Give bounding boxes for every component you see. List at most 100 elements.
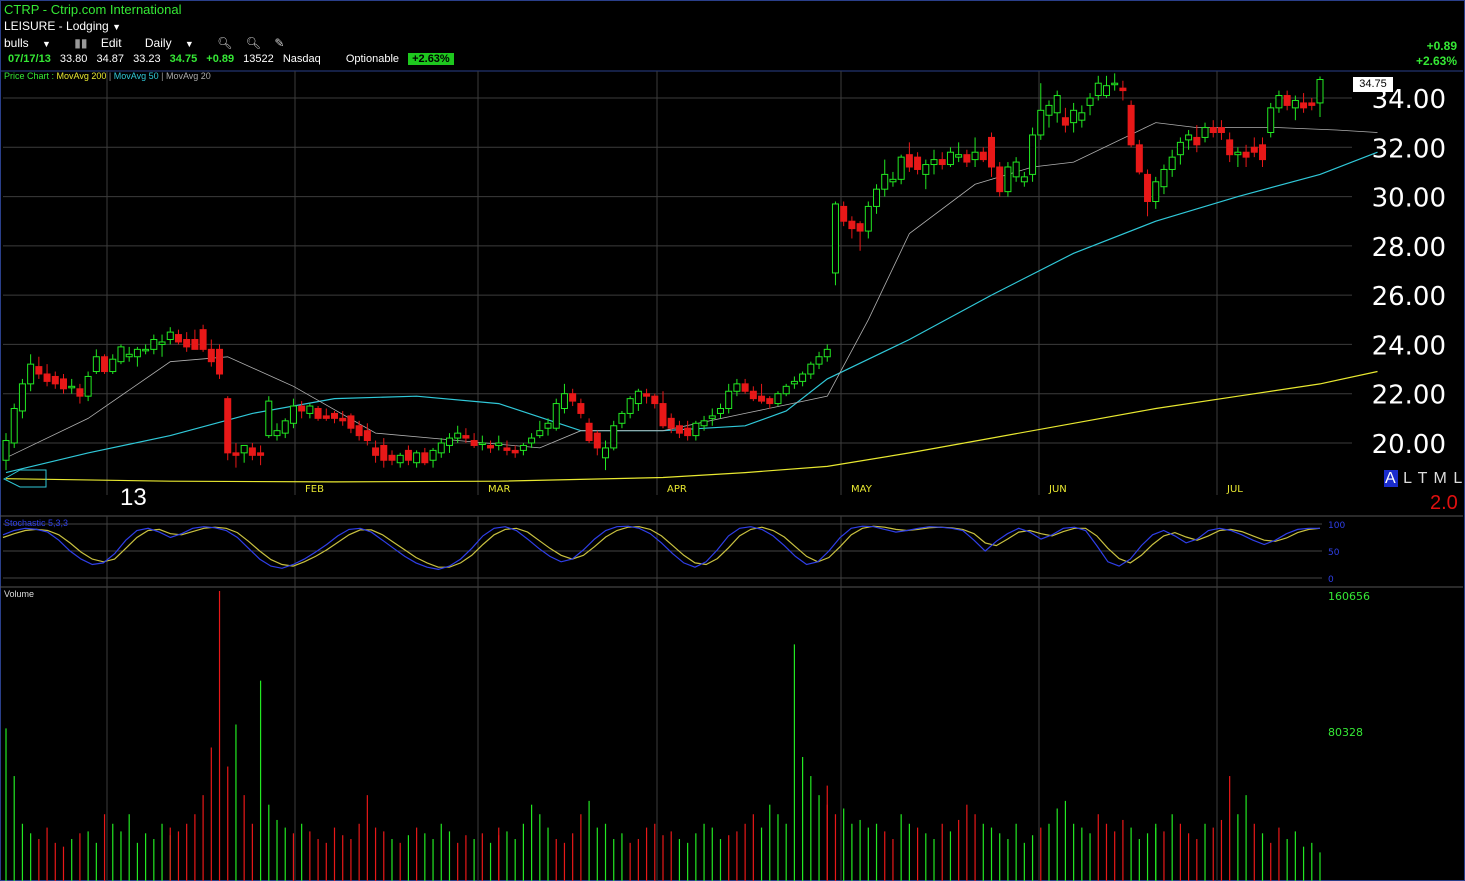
candle-body (651, 395, 659, 405)
stoch-k-line (2, 525, 1320, 571)
candle-body (314, 408, 322, 419)
optionable-label: Optionable (345, 53, 400, 65)
edit-button[interactable]: ▮▮ Edit (74, 36, 122, 50)
y-tick-label: 32.00 (1372, 134, 1446, 164)
candle-body (560, 393, 568, 410)
period-selector[interactable]: Daily ▼ (144, 36, 194, 50)
candle-body (823, 348, 831, 358)
candle-body (470, 440, 478, 446)
candle-body (199, 329, 207, 350)
volume-tick-label: 80328 (1328, 726, 1363, 739)
candle-body (831, 203, 839, 274)
candle-body (914, 156, 922, 170)
candle-body (339, 417, 347, 422)
candle-body (733, 383, 741, 392)
zoom-in-icon[interactable]: 🔍︎ (217, 36, 233, 50)
candle-body (355, 425, 363, 437)
candle-body (1234, 151, 1242, 156)
candle-body (92, 356, 100, 373)
candle-body (421, 452, 429, 464)
candle-body (873, 188, 881, 207)
candle-body (125, 353, 133, 358)
candle-body (133, 348, 141, 358)
draw-tool-icon[interactable]: ✎ (274, 36, 285, 50)
candle-body (840, 205, 848, 222)
candle-body (1209, 127, 1217, 133)
candle-body (716, 408, 724, 414)
stochastic-label: Stochastic 5,3,3 (4, 518, 69, 528)
candle-body (1185, 134, 1193, 141)
candle-body (437, 442, 445, 454)
altml-buttons: A L T M L (1384, 470, 1463, 488)
candle-body (306, 405, 314, 414)
sector-label: LEISURE - Lodging (4, 19, 109, 33)
candle-body (536, 430, 544, 437)
list-selector[interactable]: bulls ▼ (4, 36, 51, 50)
candle-body (429, 449, 437, 461)
volume-label: Volume (4, 589, 35, 599)
candle-body (1250, 146, 1258, 153)
candle-body (1267, 107, 1275, 133)
candle-body (158, 341, 166, 345)
candle-body (273, 430, 281, 437)
candle-body (289, 405, 297, 424)
candle-body (331, 412, 338, 419)
quote-bar: 07/17/13 33.80 34.87 33.23 34.75 +0.89 1… (8, 53, 460, 65)
candle-body (569, 393, 577, 402)
altml-l2[interactable]: L (1453, 470, 1464, 487)
candle-body (1242, 151, 1250, 158)
candle-body (224, 398, 232, 454)
x-month-label: FEB (305, 484, 324, 495)
candle-body (741, 383, 749, 392)
candle-body (1037, 109, 1045, 136)
candle-body (84, 375, 92, 397)
candle-body (634, 390, 642, 405)
altml-a[interactable]: A (1384, 470, 1398, 487)
candle-body (1144, 173, 1152, 202)
candle-body (519, 444, 527, 451)
candle-body (1201, 127, 1209, 138)
altml-l[interactable]: L (1403, 470, 1413, 487)
candle-body (528, 437, 536, 444)
chevron-down-icon: ▼ (42, 39, 51, 49)
candle-body (700, 420, 708, 427)
candle-body (659, 403, 667, 427)
candle-body (1316, 79, 1324, 104)
quote-high: 34.87 (96, 53, 125, 65)
candle-body (848, 220, 856, 230)
pct-change-badge: +2.63% (408, 53, 454, 65)
candle-body (1291, 99, 1299, 109)
candle-body (708, 415, 716, 419)
candle-body (1135, 144, 1143, 173)
candle-body (487, 444, 495, 449)
current-marker-icon (2, 469, 47, 488)
candle-body (1152, 181, 1160, 203)
candle-body (1020, 176, 1028, 183)
altml-t[interactable]: T (1417, 470, 1429, 487)
quote-open: 33.80 (59, 53, 88, 65)
candle-body (1160, 168, 1168, 188)
last-price-tag: 34.75 (1353, 77, 1393, 92)
candle-body (889, 178, 897, 183)
stoch-d-line (2, 525, 1321, 568)
sector-selector[interactable]: LEISURE - Lodging ▼ (4, 19, 121, 33)
candle-body (544, 422, 552, 429)
candle-body (150, 339, 158, 350)
candle-body (298, 405, 306, 412)
candle-body (881, 173, 889, 190)
candle-body (59, 378, 67, 390)
candle-body (1308, 102, 1316, 106)
stoch-tick-label: 50 (1328, 548, 1340, 558)
stoch-tick-label: 0 (1328, 575, 1334, 585)
ma50-line (5, 151, 1378, 474)
quote-exchange: Nasdaq (282, 53, 321, 65)
candle-body (68, 385, 76, 389)
candle-body (265, 400, 273, 437)
zoom-out-icon[interactable]: 🔍︎ (245, 36, 261, 50)
candle-body (232, 452, 240, 456)
candle-body (257, 452, 265, 456)
candle-body (602, 447, 610, 459)
candle-body (109, 358, 117, 373)
altml-m[interactable]: M (1433, 470, 1448, 487)
y-tick-label: 20.00 (1372, 430, 1446, 460)
